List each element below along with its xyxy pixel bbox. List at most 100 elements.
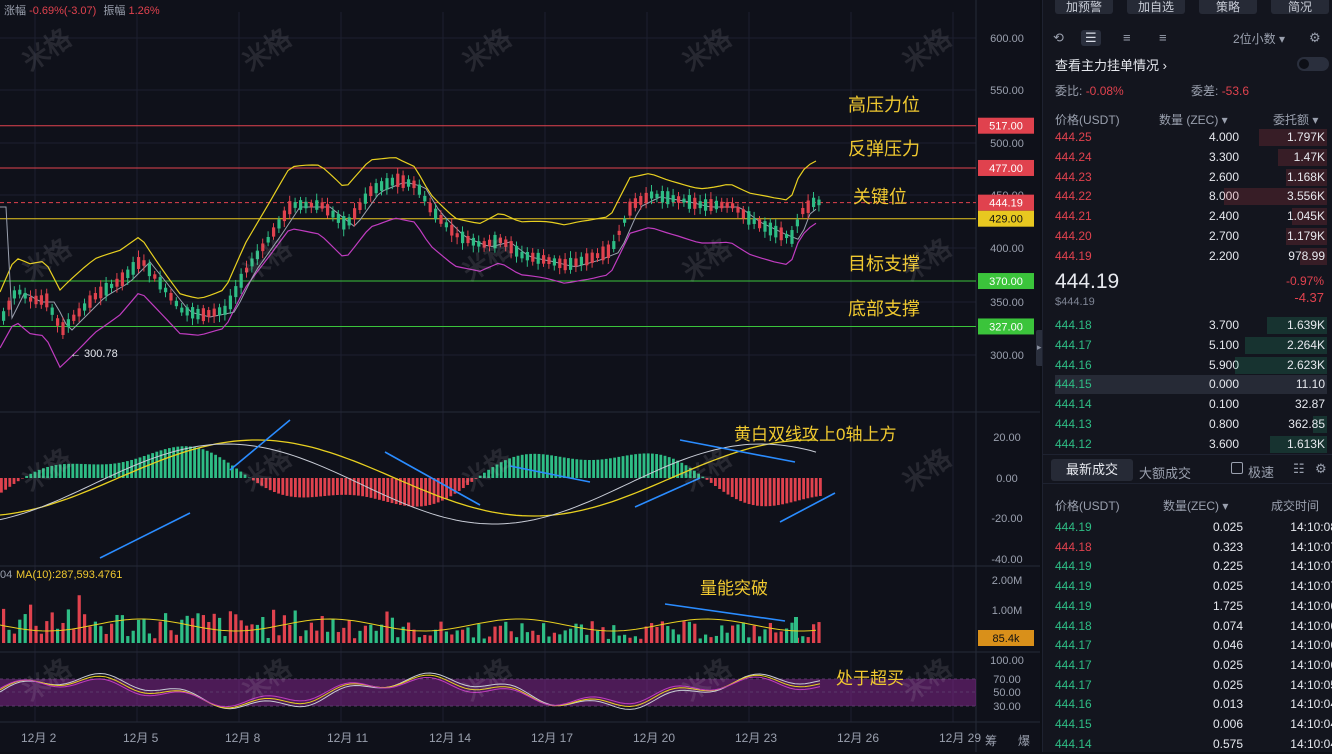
candle-body: [601, 247, 604, 261]
decimals-value: 2位小数: [1233, 32, 1276, 46]
macd-histogram-bar: [693, 471, 696, 478]
add-alert-button[interactable]: 加预警: [1055, 0, 1113, 14]
volume-bar: [375, 631, 378, 643]
macd-histogram-bar: [643, 453, 646, 478]
book-header-amount[interactable]: 委托额 ▾: [1273, 111, 1318, 128]
volume-bar: [510, 631, 513, 643]
weibi-value: -0.08%: [1086, 84, 1124, 98]
rsi-tick-label: 70.00: [993, 674, 1021, 686]
candle-body: [115, 279, 118, 287]
chart-canvas[interactable]: 600.00550.00500.00450.00400.00350.00300.…: [0, 0, 1040, 752]
macd-histogram-bar: [651, 454, 654, 478]
main-orders-link[interactable]: 查看主力挂单情况 ›: [1055, 55, 1167, 74]
trade-header-price: 价格(USDT): [1055, 497, 1120, 514]
volume-bar: [634, 636, 637, 643]
candle-body: [472, 238, 475, 246]
volume-bar: [596, 631, 599, 643]
price-tick-label: 550.00: [990, 85, 1024, 97]
last-change-pct: -0.97%: [1286, 274, 1324, 288]
filter-icon[interactable]: ☷: [1293, 461, 1305, 477]
candle-body: [731, 203, 734, 208]
book-mode-both-icon[interactable]: ⟲: [1053, 30, 1064, 46]
macd-histogram-bar: [21, 478, 24, 479]
trade-price: 444.14: [1055, 735, 1092, 754]
macd-histogram-bar: [483, 473, 486, 478]
macd-histogram-bar: [525, 454, 528, 478]
candle-body: [645, 193, 648, 203]
candle-body: [126, 270, 129, 278]
macd-histogram-bar: [239, 472, 242, 478]
book-header-qty[interactable]: 数量 (ZEC) ▾: [1159, 111, 1228, 128]
candle-body: [294, 202, 297, 208]
date-tick-label: 12月 23: [735, 731, 777, 745]
ask-qty: 2.700: [1209, 227, 1239, 246]
candle-body: [380, 181, 383, 191]
macd-histogram-bar: [773, 478, 776, 506]
book-mode-bids-icon[interactable]: ≡: [1123, 30, 1131, 45]
candle-body: [353, 208, 356, 219]
settings-gear-icon[interactable]: ⚙: [1309, 30, 1321, 46]
trade-header-qty[interactable]: 数量(ZEC) ▾: [1163, 497, 1228, 514]
strategy-button[interactable]: 策略: [1199, 0, 1257, 14]
main-orders-toggle[interactable]: [1297, 57, 1329, 71]
tab-large-trades[interactable]: 大额成交: [1139, 463, 1191, 482]
level-price-label: 370.00: [989, 276, 1023, 288]
volume-bar: [83, 614, 86, 643]
candle-body: [504, 240, 507, 247]
chip-label: 筹: [985, 734, 997, 748]
candle-body: [693, 198, 696, 209]
speed-checkbox[interactable]: [1231, 462, 1243, 474]
volume-bar: [726, 633, 729, 643]
candle-body: [682, 199, 685, 203]
tab-latest-trades[interactable]: 最新成交: [1051, 459, 1133, 481]
candle-body: [29, 297, 32, 302]
trading-chart[interactable]: 600.00550.00500.00450.00400.00350.00300.…: [0, 0, 1040, 752]
decimals-select[interactable]: 2位小数 ▾: [1233, 30, 1285, 47]
bid-qty: 3.700: [1209, 316, 1239, 335]
candle-body: [715, 201, 718, 209]
candle-body: [175, 301, 178, 306]
candle-body: [569, 258, 572, 270]
candle-body: [488, 240, 491, 247]
trade-qty: 0.074: [1213, 617, 1243, 636]
ask-amount: 1.797K: [1287, 128, 1325, 147]
bid-price: 444.16: [1055, 356, 1092, 375]
volume-bar: [715, 636, 718, 643]
volume-bar: [110, 624, 113, 643]
volume-bar: [191, 618, 194, 643]
candle-body: [612, 241, 615, 249]
book-mode-asks-icon[interactable]: ≡: [1159, 30, 1167, 45]
book-mode-split-icon[interactable]: ☰: [1081, 30, 1101, 46]
macd-histogram-bar: [777, 478, 780, 505]
overview-button[interactable]: 简况: [1271, 0, 1329, 14]
volume-bar: [196, 613, 199, 643]
candle-body: [245, 268, 248, 273]
bid-price: 444.14: [1055, 395, 1092, 414]
ask-amount: 978.99: [1288, 247, 1325, 266]
candle-body: [223, 306, 226, 315]
vol-annotation: 量能突破: [700, 579, 768, 598]
macd-histogram-bar: [218, 457, 221, 478]
candle-body: [661, 191, 664, 203]
volume-bar: [699, 638, 702, 643]
macd-histogram-bar: [55, 465, 58, 478]
add-watchlist-button[interactable]: 加自选: [1127, 0, 1185, 14]
settings-icon[interactable]: ⚙: [1315, 461, 1327, 477]
volume-bar: [245, 626, 248, 643]
volume-bar: [99, 626, 102, 643]
